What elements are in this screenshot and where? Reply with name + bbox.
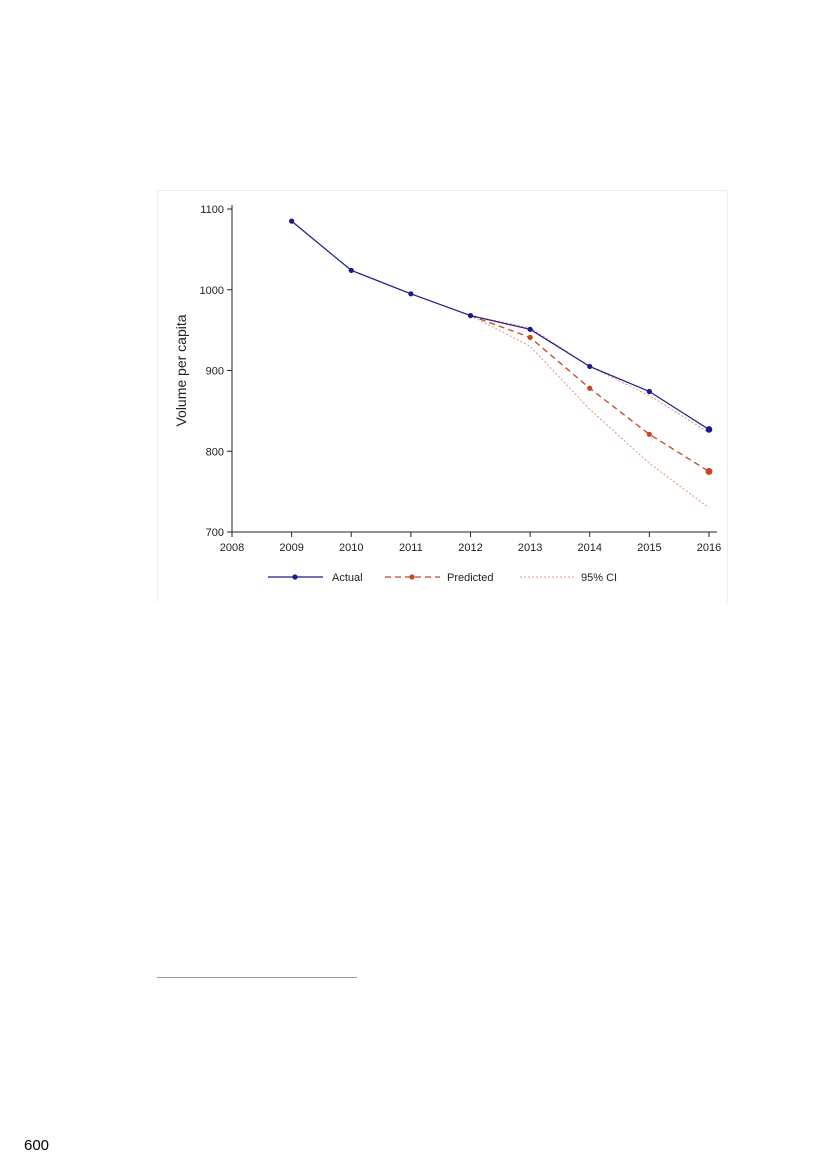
legend-predicted-marker xyxy=(409,574,415,580)
line-chart: 700 800 900 1000 1100 2008 2009 2010 2011 2012 201… xyxy=(173,204,721,584)
y-tick-label: 1000 xyxy=(200,285,224,297)
predicted-point xyxy=(646,431,652,437)
x-tick-label: 2015 xyxy=(637,542,661,554)
x-tick-label: 2010 xyxy=(339,542,363,554)
footnote-separator xyxy=(157,977,357,978)
page-number: 600 xyxy=(24,1137,50,1154)
actual-point xyxy=(587,363,593,370)
predicted-point xyxy=(587,385,593,391)
x-tick-label: 2011 xyxy=(399,542,423,554)
y-tick-label: 800 xyxy=(206,446,224,458)
actual-point xyxy=(289,218,295,224)
x-tick-label: 2009 xyxy=(279,542,303,554)
actual-point xyxy=(348,267,354,273)
actual-point xyxy=(408,291,414,297)
x-tick-label: 2013 xyxy=(518,542,542,554)
actual-point xyxy=(646,388,652,395)
predicted-point xyxy=(705,467,713,475)
legend-actual-marker xyxy=(292,574,298,580)
actual-point xyxy=(705,426,713,433)
x-tick-label: 2012 xyxy=(458,542,482,554)
y-axis-label: Volume per capita xyxy=(173,314,189,426)
chart-frame: 700 800 900 1000 1100 2008 2009 2010 2011 2012 201… xyxy=(157,190,728,602)
actual-point xyxy=(527,326,533,332)
legend-actual-label: Actual xyxy=(332,572,363,584)
x-tick-label: 2008 xyxy=(220,542,244,554)
predicted-point xyxy=(527,334,533,340)
y-tick-label: 900 xyxy=(206,366,224,378)
ci-line-upper xyxy=(470,315,710,434)
x-tick-label: 2016 xyxy=(697,542,721,554)
actual-point xyxy=(467,312,474,319)
legend-predicted-label: Predicted xyxy=(447,572,493,584)
predicted-line xyxy=(470,314,710,472)
legend-ci-label: 95% CI xyxy=(581,572,617,584)
y-tick-label: 1100 xyxy=(200,204,224,216)
x-tick-label: 2014 xyxy=(578,542,602,554)
actual-line xyxy=(291,220,710,430)
y-tick-label: 700 xyxy=(206,527,224,539)
ci-line-lower xyxy=(470,315,710,509)
